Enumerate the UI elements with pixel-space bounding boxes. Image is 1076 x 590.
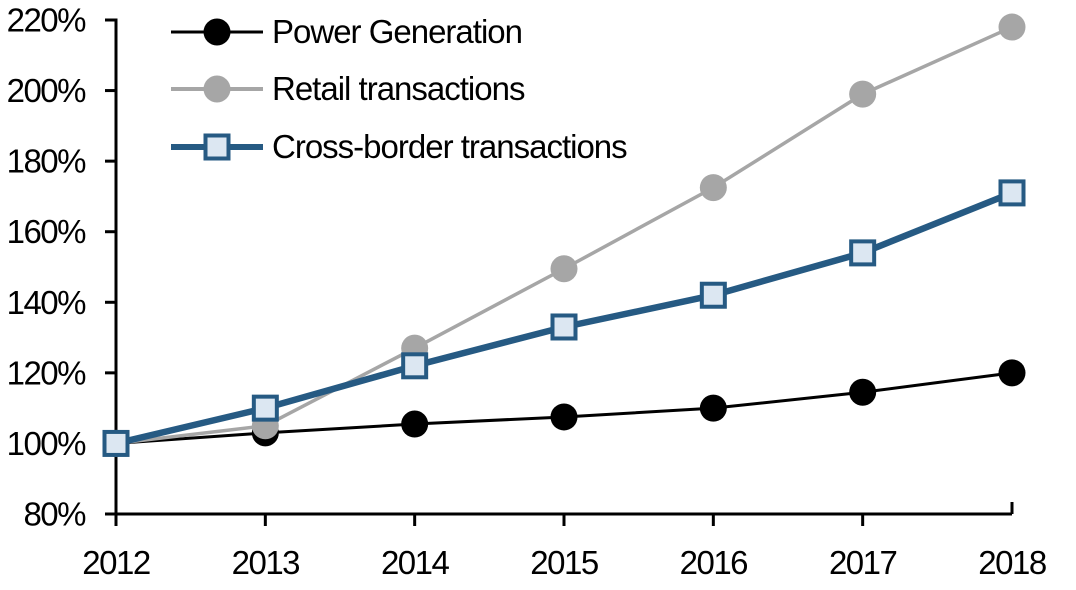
y-tick-label: 140% xyxy=(7,284,87,321)
legend-item-cross-border-transactions: Cross-border transactions xyxy=(171,118,628,176)
data-point-cross-border-transactions-2016 xyxy=(699,281,727,309)
y-tick-label: 120% xyxy=(7,354,87,391)
x-tick-label: 2015 xyxy=(530,544,598,581)
y-tick-label: 100% xyxy=(7,425,87,462)
x-tick-label: 2017 xyxy=(829,544,897,581)
y-tick-label: 160% xyxy=(7,213,87,250)
chart-legend: Power Generation Retail transactions Cro… xyxy=(171,3,628,176)
legend-swatch-retail xyxy=(171,75,263,103)
data-point-cross-border-transactions-2014 xyxy=(401,352,429,380)
circle-marker-icon xyxy=(203,18,231,46)
legend-label-power: Power Generation xyxy=(272,12,523,50)
data-point-power-generation-2016 xyxy=(699,394,727,422)
square-marker-icon xyxy=(203,133,231,161)
data-point-cross-border-transactions-2012 xyxy=(102,429,130,457)
data-point-cross-border-transactions-2015 xyxy=(550,313,578,341)
legend-item-retail-transactions: Retail transactions xyxy=(171,61,627,119)
data-point-power-generation-2014 xyxy=(401,410,429,438)
x-tick-label: 2018 xyxy=(978,544,1046,581)
legend-label-cross-border: Cross-border transactions xyxy=(272,127,628,165)
legend-label-retail: Retail transactions xyxy=(272,70,525,108)
y-tick-label: 200% xyxy=(7,72,87,109)
data-point-power-generation-2017 xyxy=(849,378,877,406)
legend-swatch-cross-border xyxy=(171,133,263,161)
x-tick-label: 2016 xyxy=(680,544,748,581)
data-point-retail-transactions-2017 xyxy=(849,80,877,108)
data-point-power-generation-2018 xyxy=(998,359,1026,387)
y-tick-label: 220% xyxy=(7,2,87,39)
x-tick-label: 2013 xyxy=(232,544,300,581)
data-point-cross-border-transactions-2013 xyxy=(251,394,279,422)
y-tick-label: 80% xyxy=(23,496,86,533)
x-tick-label: 2012 xyxy=(82,544,150,581)
legend-swatch-power xyxy=(171,18,263,46)
data-point-cross-border-transactions-2017 xyxy=(849,239,877,267)
data-point-retail-transactions-2016 xyxy=(699,174,727,202)
data-point-retail-transactions-2015 xyxy=(550,255,578,283)
legend-item-power-generation: Power Generation xyxy=(171,3,627,61)
y-tick-label: 180% xyxy=(7,143,87,180)
data-point-retail-transactions-2018 xyxy=(998,13,1026,41)
x-tick-label: 2014 xyxy=(381,544,450,581)
data-point-power-generation-2015 xyxy=(550,403,578,431)
circle-marker-icon xyxy=(203,75,231,103)
data-point-cross-border-transactions-2018 xyxy=(998,179,1026,207)
